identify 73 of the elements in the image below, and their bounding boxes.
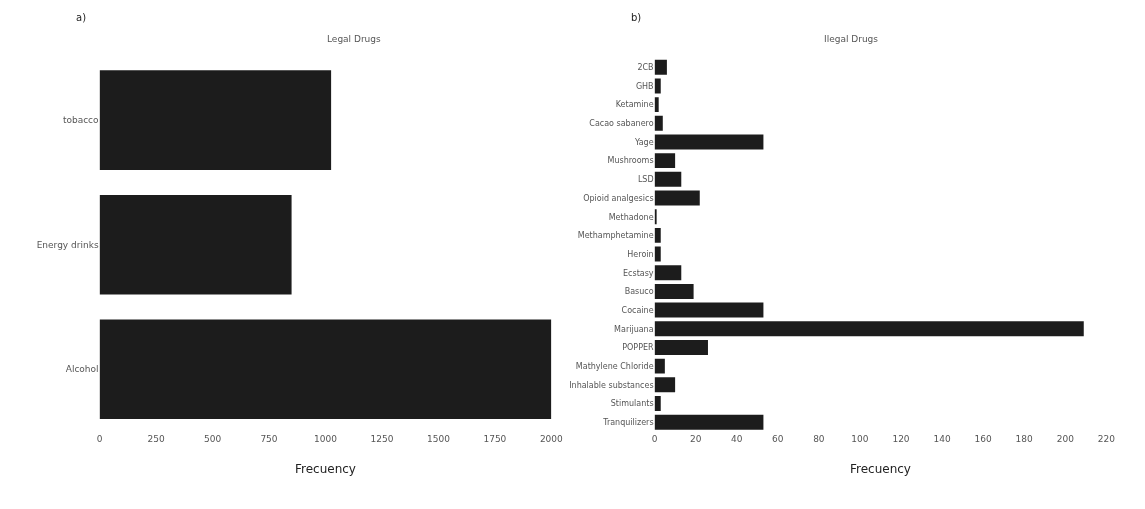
y-tick-label: Yage bbox=[633, 137, 654, 147]
x-tick-label: 140 bbox=[933, 433, 951, 444]
y-tick-label: Ketamine bbox=[615, 100, 654, 110]
x-tick-label: 500 bbox=[203, 433, 222, 444]
bar bbox=[654, 358, 665, 374]
bar bbox=[654, 134, 764, 150]
bar bbox=[99, 319, 552, 420]
y-tick-label: Opioid analgesics bbox=[583, 193, 654, 203]
bar bbox=[654, 59, 667, 75]
bar bbox=[654, 377, 676, 393]
bar bbox=[99, 70, 332, 170]
x-tick-label: 160 bbox=[974, 433, 992, 444]
x-tick-label: 20 bbox=[689, 433, 702, 444]
bar bbox=[654, 209, 657, 225]
y-tick-label: Cacao sabanero bbox=[589, 119, 654, 129]
x-tick-label: 60 bbox=[772, 433, 784, 444]
bar bbox=[654, 171, 682, 187]
y-tick-label: Methadone bbox=[608, 212, 654, 222]
text: b) bbox=[631, 12, 642, 23]
y-tick-label: Mathylene Chloride bbox=[575, 361, 654, 371]
text: a) bbox=[76, 12, 87, 23]
x-tick-label: 750 bbox=[260, 433, 278, 444]
bar bbox=[654, 321, 1084, 337]
bar bbox=[654, 115, 663, 131]
bar bbox=[654, 283, 694, 299]
bar bbox=[654, 153, 676, 169]
y-tick-label: Stimulants bbox=[610, 399, 654, 409]
x-tick-label: 80 bbox=[813, 433, 825, 444]
bar bbox=[654, 265, 682, 281]
bar bbox=[654, 190, 700, 206]
y-tick-label: Ecstasy bbox=[623, 268, 654, 278]
x-tick-label: 1500 bbox=[426, 433, 451, 444]
bar bbox=[654, 97, 659, 113]
y-tick-label: Energy drinks bbox=[36, 239, 99, 250]
x-tick-label: 200 bbox=[1056, 433, 1075, 444]
x-tick-label: 0 bbox=[96, 433, 103, 444]
y-tick-label: Marijuana bbox=[614, 324, 654, 334]
y-tick-label: LSD bbox=[637, 175, 654, 185]
bar bbox=[99, 194, 292, 295]
bar bbox=[654, 227, 661, 243]
chart-title: Ilegal Drugs bbox=[824, 34, 879, 44]
x-tick-label: 2000 bbox=[539, 433, 564, 444]
y-tick-label: Cocaine bbox=[621, 305, 654, 315]
bar bbox=[654, 396, 661, 411]
y-tick-label: Alcohol bbox=[65, 364, 99, 375]
x-tick-label: 120 bbox=[892, 433, 910, 444]
y-tick-label: Methamphetamine bbox=[577, 231, 654, 241]
bar bbox=[654, 414, 764, 430]
y-tick-label: tobacco bbox=[62, 115, 100, 126]
x-tick-label: 220 bbox=[1097, 433, 1116, 444]
x-tick-label: 0 bbox=[651, 433, 658, 444]
bar bbox=[654, 339, 708, 355]
bar bbox=[654, 246, 661, 262]
y-tick-label: Heroin bbox=[627, 249, 654, 259]
y-tick-label: Inhalable substances bbox=[569, 380, 654, 390]
x-tick-label: 1250 bbox=[370, 433, 394, 444]
x-tick-label: 1750 bbox=[483, 433, 507, 444]
y-tick-label: POPPER bbox=[622, 343, 655, 353]
x-tick-label: 250 bbox=[147, 433, 165, 444]
chart-title: Legal Drugs bbox=[327, 34, 382, 44]
y-tick-label: Basuco bbox=[624, 287, 654, 297]
bar bbox=[654, 78, 661, 94]
y-tick-label: GHB bbox=[635, 81, 654, 91]
y-tick-label: Mushrooms bbox=[607, 156, 654, 166]
y-tick-label: 2CB bbox=[637, 63, 654, 73]
x-tick-label: 1000 bbox=[314, 433, 338, 444]
x-tick-label: 100 bbox=[851, 433, 869, 444]
x-tick-label: 40 bbox=[730, 433, 743, 444]
x-tick-label: 180 bbox=[1015, 433, 1034, 444]
bar bbox=[654, 302, 764, 318]
x-axis-title: Frecuency bbox=[294, 462, 356, 477]
x-axis-title: Frecuency bbox=[849, 462, 911, 477]
y-tick-label: Tranquilizers bbox=[602, 417, 654, 427]
